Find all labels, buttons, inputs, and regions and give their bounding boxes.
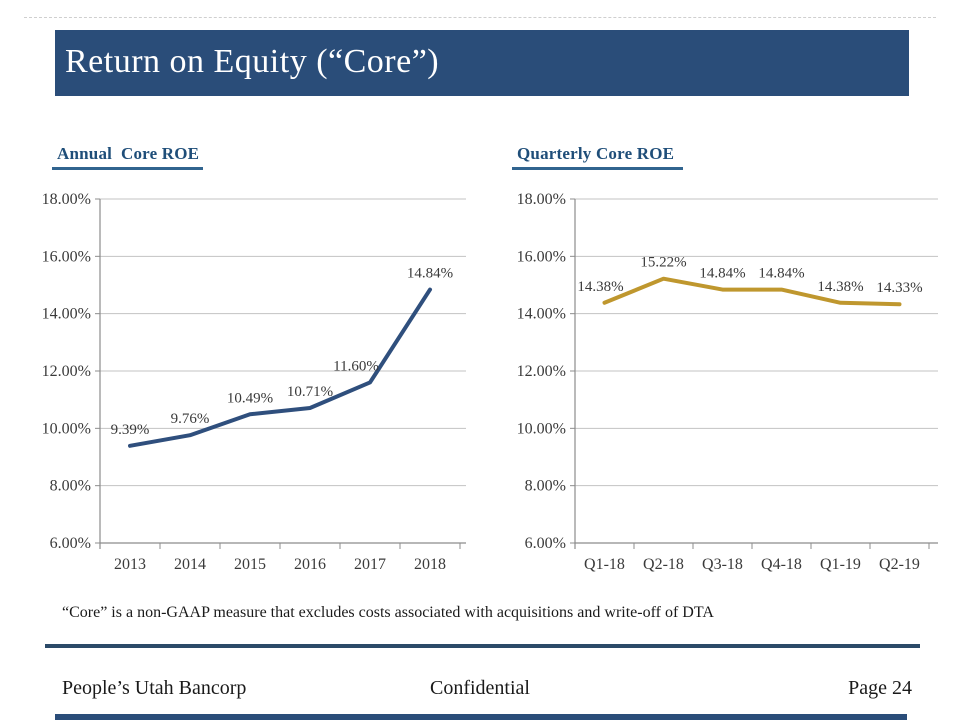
data-label: 14.84%: [758, 266, 804, 282]
x-axis-label: Q1-19: [820, 556, 861, 573]
y-axis-label: 10.00%: [517, 420, 566, 437]
x-axis-label: 2016: [294, 556, 326, 573]
y-axis-label: 12.00%: [517, 363, 566, 380]
data-label: 14.38%: [577, 279, 623, 295]
x-axis-label: Q4-18: [761, 556, 802, 573]
footer-company: People’s Utah Bancorp: [62, 677, 247, 699]
data-label: 11.60%: [333, 358, 379, 374]
data-label: 9.39%: [111, 422, 150, 438]
quarterly-chart-heading: Quarterly Core ROE: [512, 144, 683, 170]
x-axis-label: Q3-18: [702, 556, 743, 573]
series-line: [602, 276, 902, 307]
x-axis-label: 2018: [414, 556, 446, 573]
series-line: [128, 287, 432, 448]
data-label: 15.22%: [640, 255, 686, 271]
top-dashed-rule: [24, 17, 936, 18]
data-label: 10.71%: [287, 384, 333, 400]
quarterly-heading-underline: [512, 167, 683, 170]
data-label: 14.84%: [699, 266, 745, 282]
x-axis-label: Q2-18: [643, 556, 684, 573]
data-label: 10.49%: [227, 390, 273, 406]
y-axis-label: 8.00%: [50, 478, 91, 495]
y-axis-label: 16.00%: [517, 248, 566, 265]
slide-title: Return on Equity (“Core”): [65, 43, 440, 80]
y-axis-label: 6.00%: [525, 535, 566, 552]
y-axis-label: 18.00%: [42, 191, 91, 208]
data-label: 14.84%: [407, 266, 453, 282]
title-bar: Return on Equity (“Core”): [55, 30, 909, 96]
data-label: 14.38%: [817, 279, 863, 295]
data-label: 14.33%: [876, 280, 922, 296]
footer-divider-rule: [45, 644, 920, 648]
x-axis-label: 2014: [174, 556, 206, 573]
data-label: 9.76%: [171, 411, 210, 427]
annual-chart-heading: Annual Core ROE: [52, 144, 203, 170]
y-axis-label: 14.00%: [517, 306, 566, 323]
y-axis-label: 6.00%: [50, 535, 91, 552]
x-axis-label: Q1-18: [584, 556, 625, 573]
y-axis-label: 12.00%: [42, 363, 91, 380]
bottom-accent-bar: [55, 714, 907, 720]
quarterly-chart-heading-label: Quarterly Core ROE: [517, 144, 675, 163]
x-axis-label: Q2-19: [879, 556, 920, 573]
x-axis-label: 2013: [114, 556, 146, 573]
footer-confidential: Confidential: [430, 677, 530, 699]
y-axis-label: 14.00%: [42, 306, 91, 323]
y-axis-label: 8.00%: [525, 478, 566, 495]
footer-page-number: Page 24: [848, 677, 912, 699]
annual-core-roe-chart: 18.00% 16.00% 14.00% 12.00% 10.00% 8.00% 6.00%…: [42, 191, 466, 573]
y-axis-label: 16.00%: [42, 248, 91, 265]
x-axis-label: 2015: [234, 556, 266, 573]
quarterly-core-roe-chart: 18.00% 16.00% 14.00% 12.00% 10.00% 8.00% 6.00%…: [517, 191, 938, 573]
footnote: “Core” is a non-GAAP measure that exclud…: [62, 604, 714, 621]
y-axis-label: 18.00%: [517, 191, 566, 208]
annual-chart-heading-label: Annual Core ROE: [57, 144, 200, 163]
y-axis-label: 10.00%: [42, 420, 91, 437]
x-axis-label: 2017: [354, 556, 386, 573]
annual-heading-underline: [52, 167, 203, 170]
